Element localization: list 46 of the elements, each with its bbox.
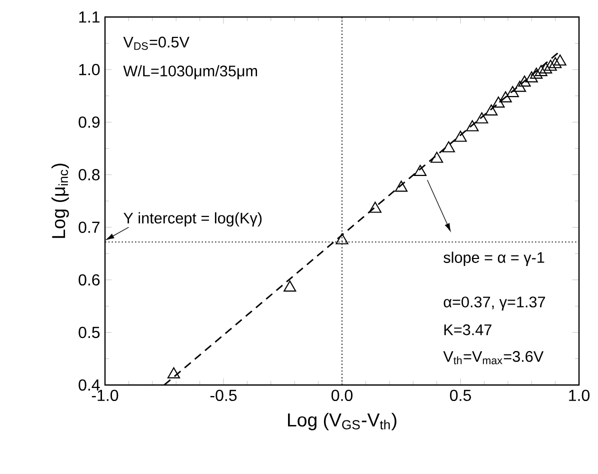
y-tick-label: 0.7 bbox=[78, 222, 100, 233]
x-tick-label: 1.0 bbox=[569, 390, 590, 402]
point bbox=[549, 57, 562, 68]
y-tick-label: 0.8 bbox=[78, 169, 100, 180]
point bbox=[368, 202, 382, 213]
point bbox=[499, 91, 512, 102]
point bbox=[485, 104, 498, 116]
point bbox=[414, 164, 427, 176]
y-tick-label: 0.9 bbox=[78, 116, 100, 128]
x-tick-label: -1.0 bbox=[92, 390, 118, 402]
point bbox=[534, 65, 548, 76]
point bbox=[544, 60, 557, 71]
point bbox=[167, 367, 180, 378]
point bbox=[525, 71, 538, 82]
point bbox=[530, 68, 543, 79]
annotation: K=3.47 bbox=[444, 324, 492, 336]
point bbox=[492, 96, 505, 108]
annotation: α=0.37, γ=1.37 bbox=[444, 296, 546, 310]
annotation: Y intercept = log(Kγ) bbox=[124, 212, 262, 227]
annotation: V$_{DS}$=0.5V bbox=[123, 36, 190, 50]
point bbox=[336, 233, 348, 244]
annotation: slope = α = γ-1 bbox=[444, 252, 544, 266]
y-tick-label: 0.6 bbox=[78, 274, 100, 286]
point bbox=[540, 62, 552, 74]
x-axis-title: Log (V$_{GS}$-V$_{th}$) bbox=[288, 412, 396, 430]
point bbox=[506, 86, 519, 98]
annotation: V$_{th}$=V$_{max}$=3.6V bbox=[443, 351, 544, 364]
point bbox=[454, 130, 467, 142]
point bbox=[518, 76, 531, 87]
annotation: W/L=1030μm/35μm bbox=[123, 65, 258, 80]
y-axis-title: Log (μ$_{inc}$) bbox=[51, 164, 69, 238]
y-tick-label: 1.0 bbox=[79, 64, 100, 76]
point bbox=[442, 141, 455, 152]
x-tick-label: 0.0 bbox=[332, 390, 353, 402]
point bbox=[513, 80, 526, 92]
point bbox=[430, 152, 444, 163]
point bbox=[394, 180, 408, 192]
y-tick-label: 0.4 bbox=[78, 379, 100, 391]
x-tick-label: -0.5 bbox=[210, 390, 237, 402]
point bbox=[284, 280, 296, 292]
y-tick-label: 0.5 bbox=[78, 326, 100, 338]
point bbox=[554, 54, 566, 66]
y-tick-label: 1.1 bbox=[79, 12, 100, 23]
x-tick-label: 0.5 bbox=[450, 390, 471, 402]
point bbox=[476, 112, 488, 124]
point bbox=[466, 120, 479, 132]
